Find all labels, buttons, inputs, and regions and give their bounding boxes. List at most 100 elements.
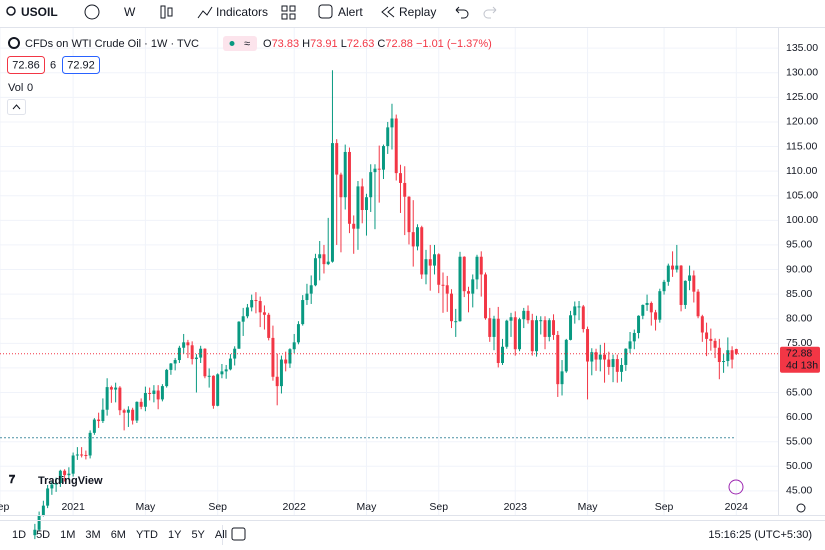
candle-body [182,342,186,348]
candle-body [441,284,445,286]
add-symbol[interactable] [84,4,100,20]
alert[interactable]: Alert [338,5,363,19]
sell-box[interactable] [7,56,45,74]
candle-body [33,529,37,536]
candle-body [683,280,687,305]
chart-type-2 [167,7,173,17]
candle-body [726,350,730,362]
candle-body [598,354,602,360]
candle-body [160,386,164,400]
interval[interactable]: W [124,5,136,19]
symbol[interactable]: USOIL [21,5,58,19]
search-icon[interactable] [6,6,16,16]
range-button[interactable]: 5Y [191,529,205,541]
range-button[interactable]: 1D [12,529,26,541]
candle-body [411,232,415,247]
y-tick-label: 65.00 [786,386,812,398]
replay[interactable]: Replay [399,5,436,19]
candle-body [403,182,407,197]
candle-body [573,306,577,316]
legend-title: CFDs on WTI Crude Oil · 1W · TVC [25,38,199,50]
range-button[interactable]: 5D [36,529,50,541]
candle-body [709,338,713,341]
x-tick-label: Sep [655,501,674,513]
logo: TradingView [38,475,103,487]
chart-type[interactable] [160,5,166,19]
candle-body [207,375,211,377]
candle-body [139,401,143,407]
x-tick-label: May [135,501,156,513]
y-tick-label: 115.00 [786,140,817,152]
candle-body [543,320,547,337]
candle-body [322,254,326,265]
candle-body [318,254,322,259]
candle-body [581,306,585,330]
candle-body [662,281,666,292]
candle-body [484,274,487,319]
settings-icon[interactable] [796,503,806,513]
y-tick-label: 85.00 [786,288,812,300]
date-range-icon[interactable] [231,527,246,541]
candle-body [143,393,147,407]
candle-body [424,259,428,275]
candle-body [356,186,360,229]
candle-body [615,359,619,372]
candle-body [590,352,594,362]
x-tick-label: Sep [429,501,448,513]
candle-body [577,306,581,308]
candle-body [488,318,492,337]
layouts-icon[interactable] [281,5,288,12]
y-tick-label: 75.00 [786,337,812,349]
candle-body [535,320,539,352]
event-icon[interactable] [728,479,744,495]
candle-body [556,334,560,385]
candle-body [199,348,203,358]
candle-body [335,143,339,175]
candle-body [152,390,156,394]
candle-body [305,293,309,301]
range-button[interactable]: 1M [60,529,75,541]
candle-body [279,359,283,387]
collapse-icon [12,104,21,110]
candle-body [194,357,198,360]
candle-body [705,332,709,339]
candle-body [654,312,658,320]
candle-body [730,350,734,360]
candle-body [675,265,679,270]
y-tick-label: 110.00 [786,165,817,177]
range-button[interactable]: 1Y [168,529,182,541]
sell-price: 72.86 [12,59,40,71]
vol-value: 0 [27,82,33,94]
range-button[interactable]: All [215,529,227,541]
redo[interactable] [483,6,497,19]
c-label: C [377,38,385,50]
candle-body [352,223,356,229]
y-tick-label: 95.00 [786,239,812,251]
c-value: 72.88 [385,38,413,50]
buy-box[interactable] [62,56,100,74]
badge-icon: ≈ [244,38,250,50]
range-button[interactable]: 3M [85,529,100,541]
candle-body [713,340,717,348]
candle-body [445,285,449,294]
candle-body [220,371,224,375]
candle-body [216,374,220,406]
x-tick-label: 2021 [61,501,85,513]
range-button[interactable]: 6M [111,529,126,541]
candle-body [313,258,317,286]
candle-body [135,401,139,421]
candle-body [415,227,419,247]
candle-body [41,505,45,515]
indicators[interactable]: Indicators [216,5,268,19]
collapse-legend[interactable] [7,99,26,115]
candle-body [203,348,207,377]
candle-body [381,146,385,170]
range-button[interactable]: YTD [136,529,158,541]
candle-body [241,316,245,322]
candle-body [518,319,522,350]
y-tick-label: 60.00 [786,411,812,423]
candle-body [501,346,504,363]
candle-body [420,227,424,275]
undo[interactable] [455,6,469,19]
candle-body [717,347,721,363]
